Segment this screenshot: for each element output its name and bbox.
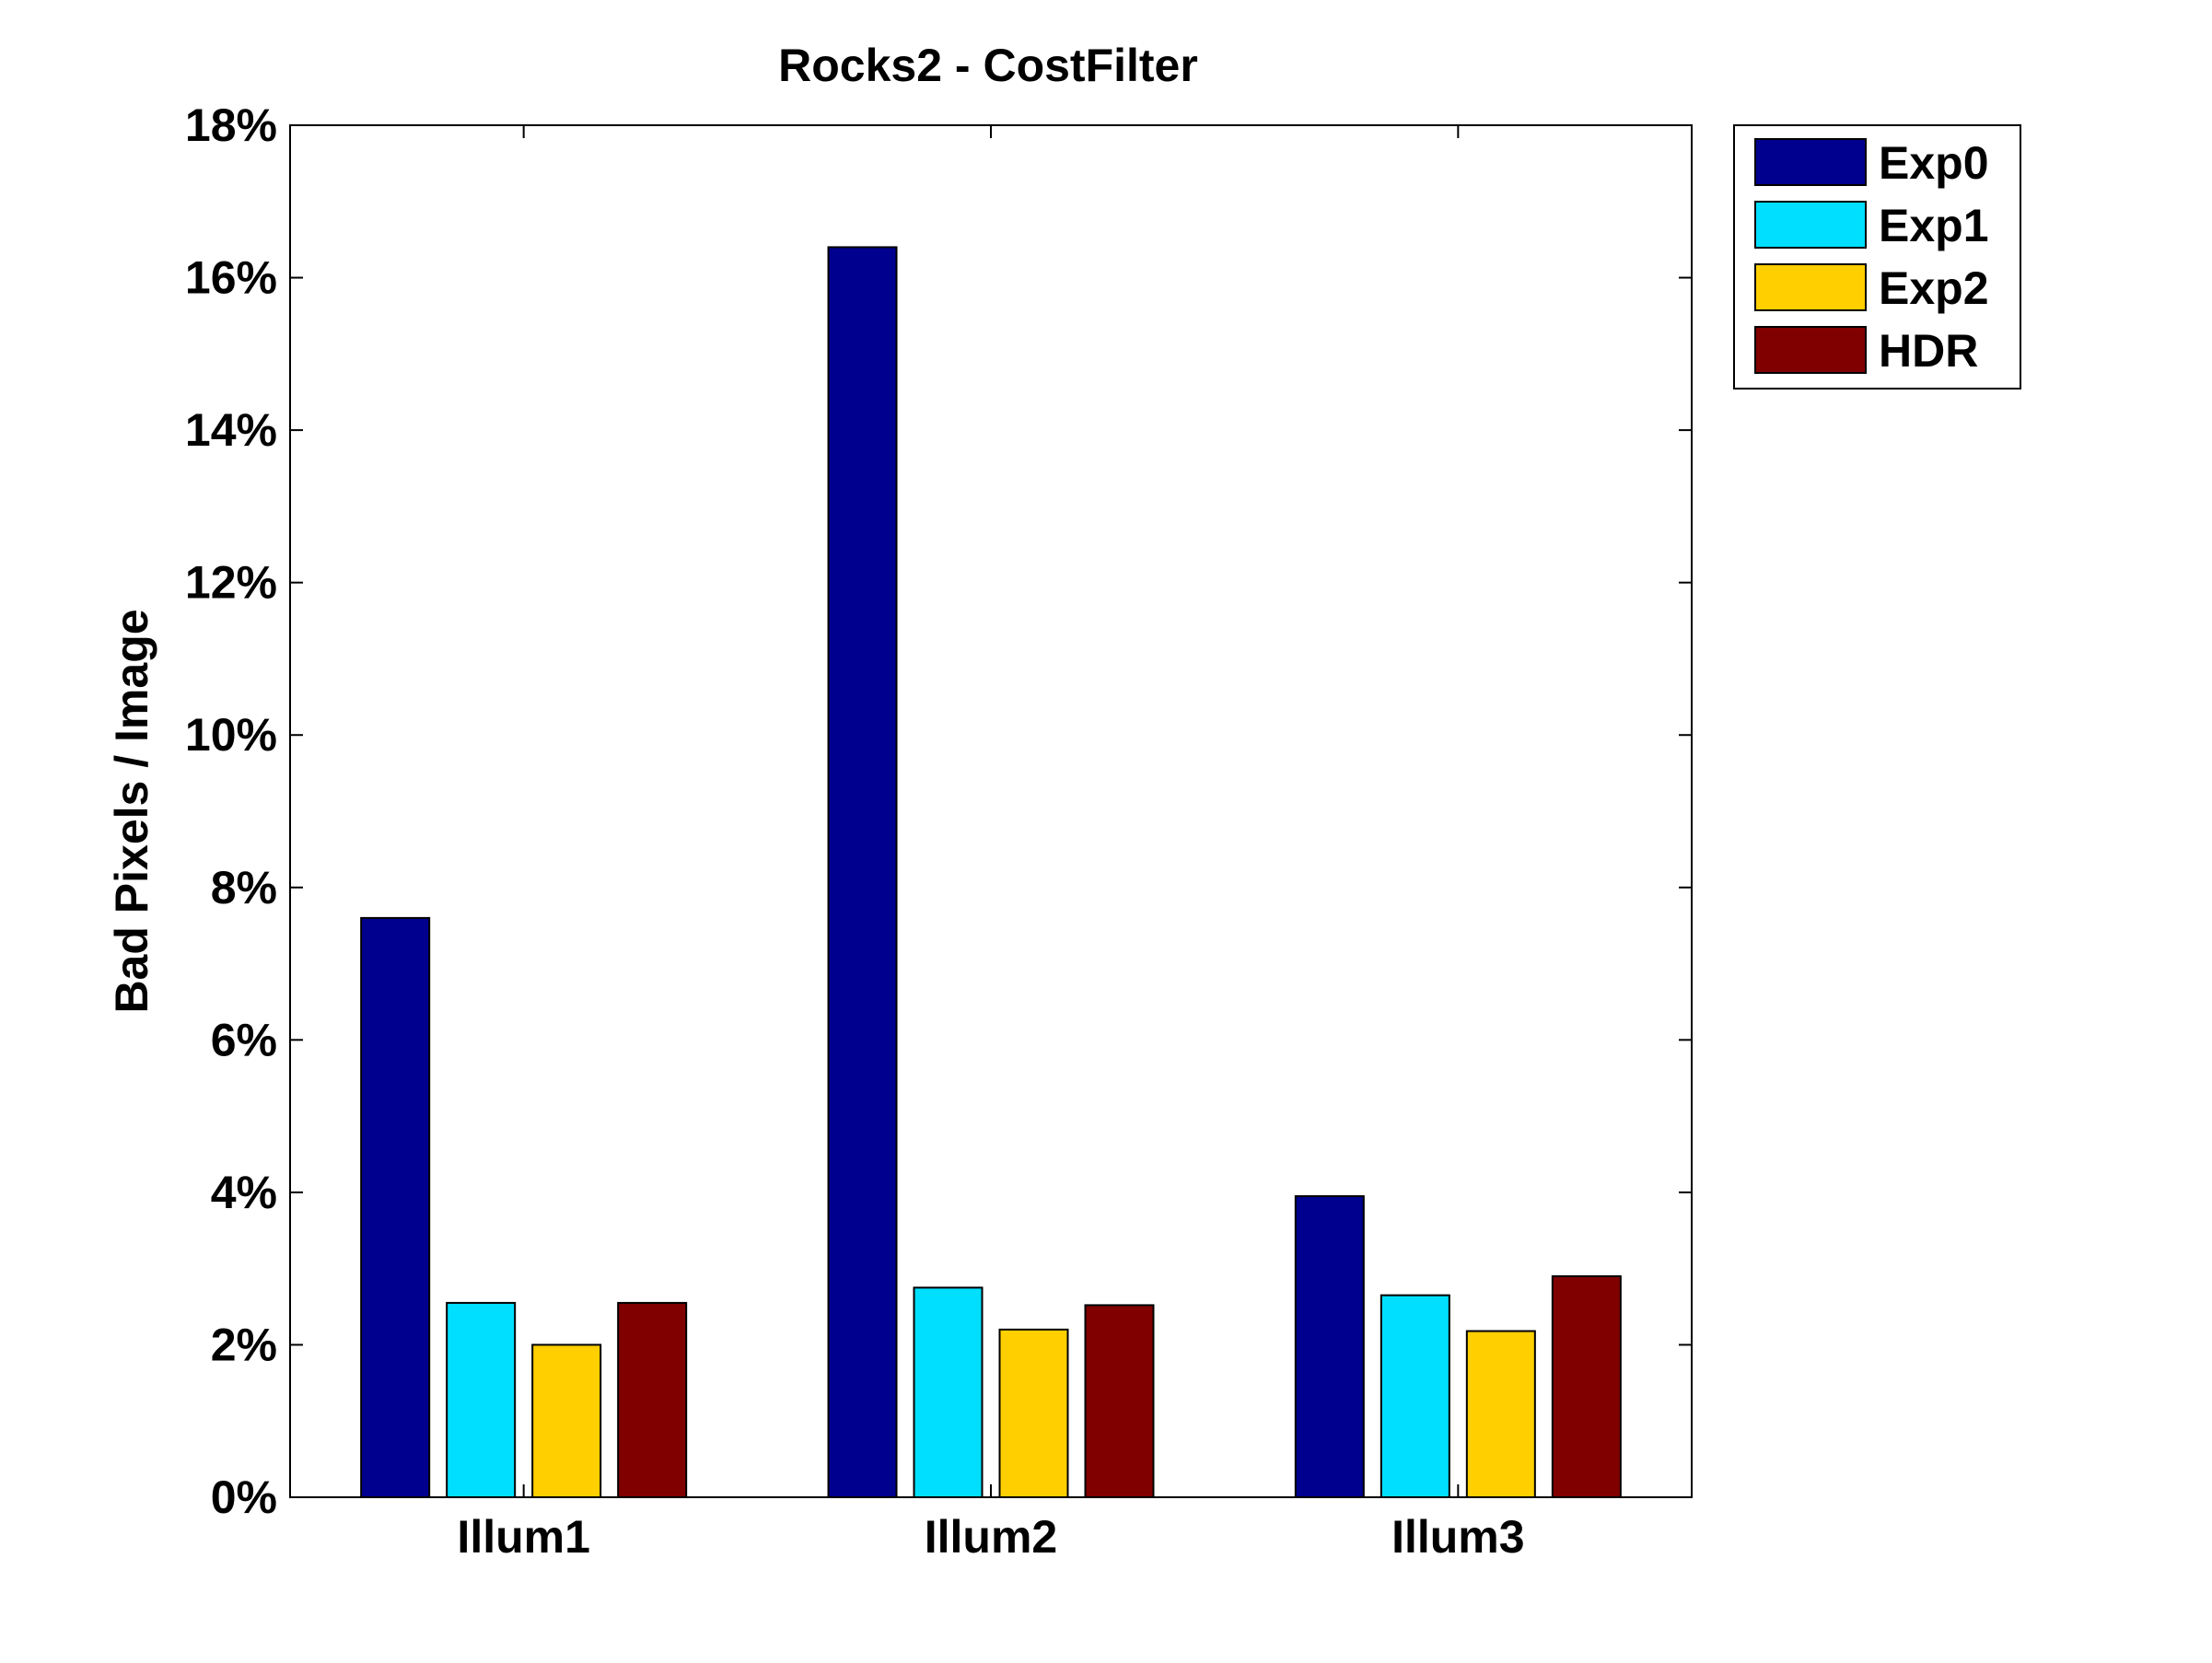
- y-tick-label: 16%: [185, 252, 277, 304]
- chart-title: Rocks2 - CostFilter: [778, 40, 1198, 91]
- bar-exp2: [998, 1328, 1069, 1499]
- bar-exp2: [531, 1343, 602, 1499]
- bar-hdr: [617, 1301, 688, 1498]
- bar-exp2: [1465, 1330, 1536, 1498]
- tick-group: [290, 124, 1692, 1498]
- y-tick-label: 4%: [211, 1167, 277, 1218]
- legend-label-exp0: Exp0: [1879, 137, 1989, 189]
- legend: Exp0 Exp1 Exp2 HDR: [1733, 124, 2021, 390]
- legend-swatch-exp2: [1754, 263, 1867, 311]
- y-tick-label-group: 0% 2% 4% 6% 8% 10% 12% 14% 16% 18%: [185, 99, 277, 1523]
- bar-exp0: [1294, 1195, 1365, 1499]
- y-tick-label: 6%: [211, 1014, 277, 1065]
- bar-exp1: [446, 1301, 517, 1498]
- y-tick-label: 10%: [185, 709, 277, 761]
- legend-swatch-exp0: [1754, 138, 1867, 186]
- bar-exp1: [1380, 1294, 1450, 1499]
- bar-exp0: [827, 246, 898, 1498]
- x-tick-label: Illum3: [1391, 1511, 1524, 1563]
- y-tick-label: 18%: [185, 99, 277, 151]
- legend-label-exp1: Exp1: [1879, 200, 1989, 251]
- y-tick-label: 2%: [211, 1319, 277, 1370]
- legend-swatch-hdr: [1754, 326, 1867, 374]
- bar-hdr: [1084, 1304, 1155, 1499]
- y-tick-label: 8%: [211, 862, 277, 913]
- x-tick-label-group: Illum1 Illum2 Illum3: [457, 1511, 1524, 1563]
- legend-swatch-exp1: [1754, 201, 1867, 249]
- plot-area: [289, 124, 1693, 1498]
- bar-group: [360, 246, 1622, 1499]
- bar-exp1: [913, 1286, 984, 1498]
- legend-label-hdr: HDR: [1879, 325, 1978, 377]
- x-tick-label: Illum2: [925, 1511, 1057, 1563]
- y-tick-label: 14%: [185, 404, 277, 456]
- legend-label-exp2: Exp2: [1879, 262, 1989, 314]
- bar-exp0: [360, 916, 431, 1498]
- y-axis-label: Bad Pixels / Image: [106, 609, 157, 1013]
- bar-hdr: [1551, 1274, 1622, 1499]
- y-tick-label: 12%: [185, 557, 277, 609]
- x-tick-label: Illum1: [457, 1511, 589, 1563]
- y-tick-label: 0%: [211, 1471, 277, 1523]
